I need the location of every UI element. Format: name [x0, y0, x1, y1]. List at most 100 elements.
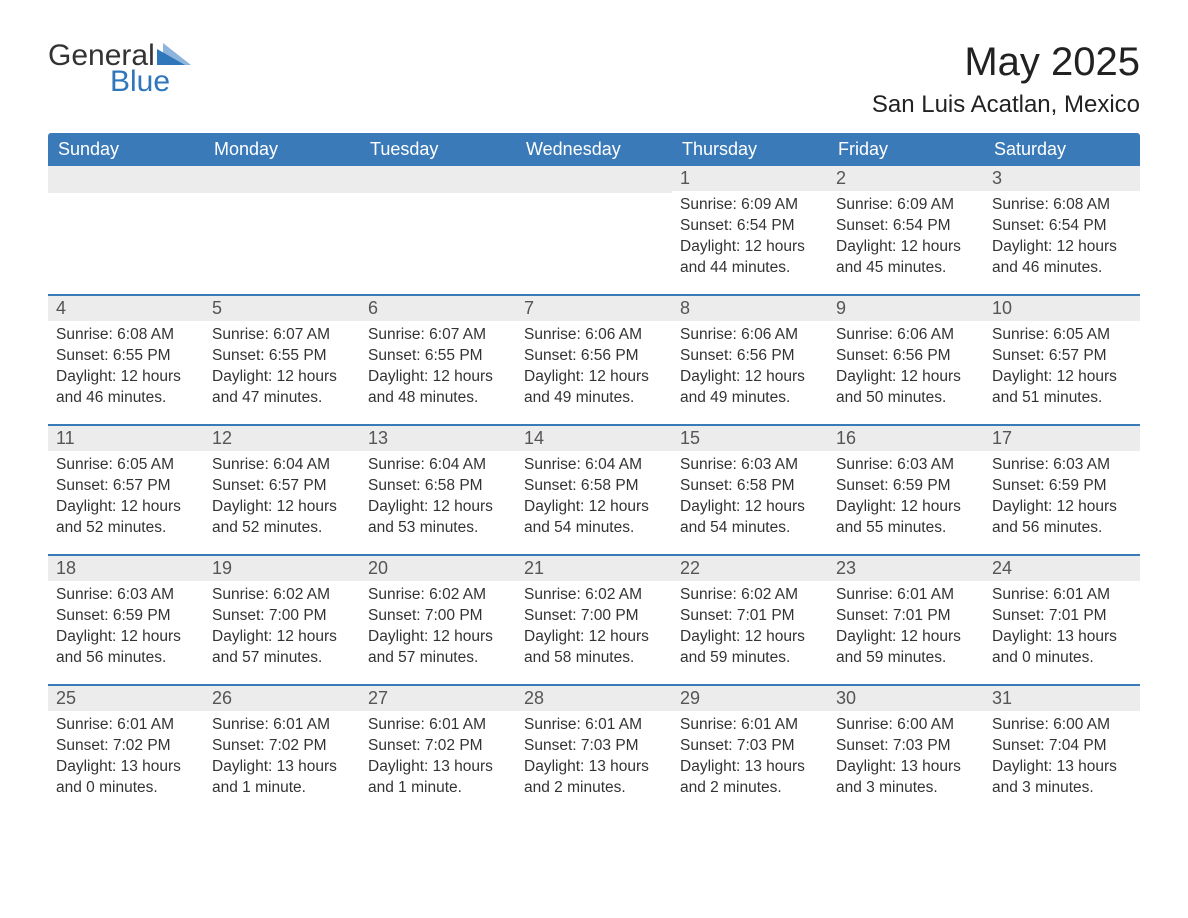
sunrise-line: Sunrise: 6:01 AM	[368, 715, 508, 736]
sunset-line: Sunset: 6:56 PM	[836, 346, 976, 367]
empty-day	[204, 166, 360, 193]
day-number: 19	[204, 556, 360, 581]
day-number: 2	[828, 166, 984, 191]
sunrise-line: Sunrise: 6:03 AM	[992, 455, 1132, 476]
daylight-line: Daylight: 12 hours and 56 minutes.	[992, 497, 1132, 539]
sunrise-line: Sunrise: 6:01 AM	[992, 585, 1132, 606]
daylight-line: Daylight: 12 hours and 47 minutes.	[212, 367, 352, 409]
location: San Luis Acatlan, Mexico	[872, 91, 1140, 119]
day-number: 17	[984, 426, 1140, 451]
day-cell: 15Sunrise: 6:03 AMSunset: 6:58 PMDayligh…	[672, 426, 828, 554]
daylight-line: Daylight: 13 hours and 2 minutes.	[524, 757, 664, 799]
day-number: 15	[672, 426, 828, 451]
sunset-line: Sunset: 7:01 PM	[836, 606, 976, 627]
weekday-saturday: Saturday	[984, 133, 1140, 166]
sunset-line: Sunset: 7:03 PM	[836, 736, 976, 757]
day-number: 16	[828, 426, 984, 451]
day-number: 13	[360, 426, 516, 451]
daylight-line: Daylight: 12 hours and 54 minutes.	[524, 497, 664, 539]
daylight-line: Daylight: 12 hours and 58 minutes.	[524, 627, 664, 669]
day-number: 23	[828, 556, 984, 581]
day-cell: 8Sunrise: 6:06 AMSunset: 6:56 PMDaylight…	[672, 296, 828, 424]
day-cell: 23Sunrise: 6:01 AMSunset: 7:01 PMDayligh…	[828, 556, 984, 684]
day-body: Sunrise: 6:01 AMSunset: 7:01 PMDaylight:…	[984, 581, 1140, 677]
day-number: 27	[360, 686, 516, 711]
day-body: Sunrise: 6:03 AMSunset: 6:59 PMDaylight:…	[48, 581, 204, 677]
week-row: 1Sunrise: 6:09 AMSunset: 6:54 PMDaylight…	[48, 166, 1140, 294]
day-cell: 11Sunrise: 6:05 AMSunset: 6:57 PMDayligh…	[48, 426, 204, 554]
day-number: 3	[984, 166, 1140, 191]
sunrise-line: Sunrise: 6:06 AM	[680, 325, 820, 346]
day-number: 30	[828, 686, 984, 711]
daylight-line: Daylight: 12 hours and 51 minutes.	[992, 367, 1132, 409]
day-cell	[48, 166, 204, 294]
day-body: Sunrise: 6:09 AMSunset: 6:54 PMDaylight:…	[672, 191, 828, 287]
sunrise-line: Sunrise: 6:02 AM	[524, 585, 664, 606]
daylight-line: Daylight: 12 hours and 50 minutes.	[836, 367, 976, 409]
day-cell: 28Sunrise: 6:01 AMSunset: 7:03 PMDayligh…	[516, 686, 672, 814]
day-number: 14	[516, 426, 672, 451]
sunrise-line: Sunrise: 6:09 AM	[680, 195, 820, 216]
daylight-line: Daylight: 13 hours and 0 minutes.	[992, 627, 1132, 669]
day-number: 9	[828, 296, 984, 321]
sunrise-line: Sunrise: 6:02 AM	[368, 585, 508, 606]
day-body: Sunrise: 6:01 AMSunset: 7:03 PMDaylight:…	[672, 711, 828, 807]
day-body: Sunrise: 6:05 AMSunset: 6:57 PMDaylight:…	[984, 321, 1140, 417]
sunrise-line: Sunrise: 6:00 AM	[992, 715, 1132, 736]
sunrise-line: Sunrise: 6:05 AM	[56, 455, 196, 476]
day-cell: 12Sunrise: 6:04 AMSunset: 6:57 PMDayligh…	[204, 426, 360, 554]
sunset-line: Sunset: 7:02 PM	[368, 736, 508, 757]
sunset-line: Sunset: 7:00 PM	[368, 606, 508, 627]
sunrise-line: Sunrise: 6:01 AM	[524, 715, 664, 736]
day-cell: 10Sunrise: 6:05 AMSunset: 6:57 PMDayligh…	[984, 296, 1140, 424]
day-cell: 21Sunrise: 6:02 AMSunset: 7:00 PMDayligh…	[516, 556, 672, 684]
daylight-line: Daylight: 12 hours and 54 minutes.	[680, 497, 820, 539]
day-cell: 20Sunrise: 6:02 AMSunset: 7:00 PMDayligh…	[360, 556, 516, 684]
day-number: 24	[984, 556, 1140, 581]
day-cell: 19Sunrise: 6:02 AMSunset: 7:00 PMDayligh…	[204, 556, 360, 684]
month-title: May 2025	[872, 40, 1140, 85]
day-number: 8	[672, 296, 828, 321]
weekday-monday: Monday	[204, 133, 360, 166]
sunset-line: Sunset: 6:59 PM	[56, 606, 196, 627]
day-cell: 31Sunrise: 6:00 AMSunset: 7:04 PMDayligh…	[984, 686, 1140, 814]
header: General Blue May 2025 San Luis Acatlan, …	[48, 40, 1140, 119]
weekday-thursday: Thursday	[672, 133, 828, 166]
weekday-header-row: SundayMondayTuesdayWednesdayThursdayFrid…	[48, 133, 1140, 166]
empty-day	[516, 166, 672, 193]
daylight-line: Daylight: 12 hours and 57 minutes.	[368, 627, 508, 669]
sunset-line: Sunset: 7:03 PM	[680, 736, 820, 757]
sunset-line: Sunset: 6:54 PM	[680, 216, 820, 237]
day-cell: 25Sunrise: 6:01 AMSunset: 7:02 PMDayligh…	[48, 686, 204, 814]
day-cell: 1Sunrise: 6:09 AMSunset: 6:54 PMDaylight…	[672, 166, 828, 294]
day-body: Sunrise: 6:02 AMSunset: 7:00 PMDaylight:…	[516, 581, 672, 677]
day-cell: 16Sunrise: 6:03 AMSunset: 6:59 PMDayligh…	[828, 426, 984, 554]
daylight-line: Daylight: 12 hours and 45 minutes.	[836, 237, 976, 279]
day-body: Sunrise: 6:07 AMSunset: 6:55 PMDaylight:…	[360, 321, 516, 417]
sunrise-line: Sunrise: 6:05 AM	[992, 325, 1132, 346]
sunset-line: Sunset: 6:58 PM	[524, 476, 664, 497]
sunrise-line: Sunrise: 6:07 AM	[212, 325, 352, 346]
sunset-line: Sunset: 7:01 PM	[680, 606, 820, 627]
sunrise-line: Sunrise: 6:01 AM	[680, 715, 820, 736]
day-body: Sunrise: 6:04 AMSunset: 6:57 PMDaylight:…	[204, 451, 360, 547]
day-body: Sunrise: 6:08 AMSunset: 6:55 PMDaylight:…	[48, 321, 204, 417]
sunset-line: Sunset: 7:02 PM	[56, 736, 196, 757]
sunrise-line: Sunrise: 6:06 AM	[524, 325, 664, 346]
week-row: 25Sunrise: 6:01 AMSunset: 7:02 PMDayligh…	[48, 684, 1140, 814]
sunset-line: Sunset: 6:59 PM	[992, 476, 1132, 497]
day-number: 11	[48, 426, 204, 451]
daylight-line: Daylight: 12 hours and 56 minutes.	[56, 627, 196, 669]
day-number: 21	[516, 556, 672, 581]
sunrise-line: Sunrise: 6:00 AM	[836, 715, 976, 736]
day-number: 26	[204, 686, 360, 711]
day-body: Sunrise: 6:01 AMSunset: 7:01 PMDaylight:…	[828, 581, 984, 677]
day-cell	[360, 166, 516, 294]
day-body: Sunrise: 6:03 AMSunset: 6:58 PMDaylight:…	[672, 451, 828, 547]
day-cell	[516, 166, 672, 294]
day-body: Sunrise: 6:02 AMSunset: 7:00 PMDaylight:…	[360, 581, 516, 677]
daylight-line: Daylight: 13 hours and 1 minute.	[212, 757, 352, 799]
sunrise-line: Sunrise: 6:03 AM	[56, 585, 196, 606]
day-number: 20	[360, 556, 516, 581]
sunset-line: Sunset: 7:02 PM	[212, 736, 352, 757]
